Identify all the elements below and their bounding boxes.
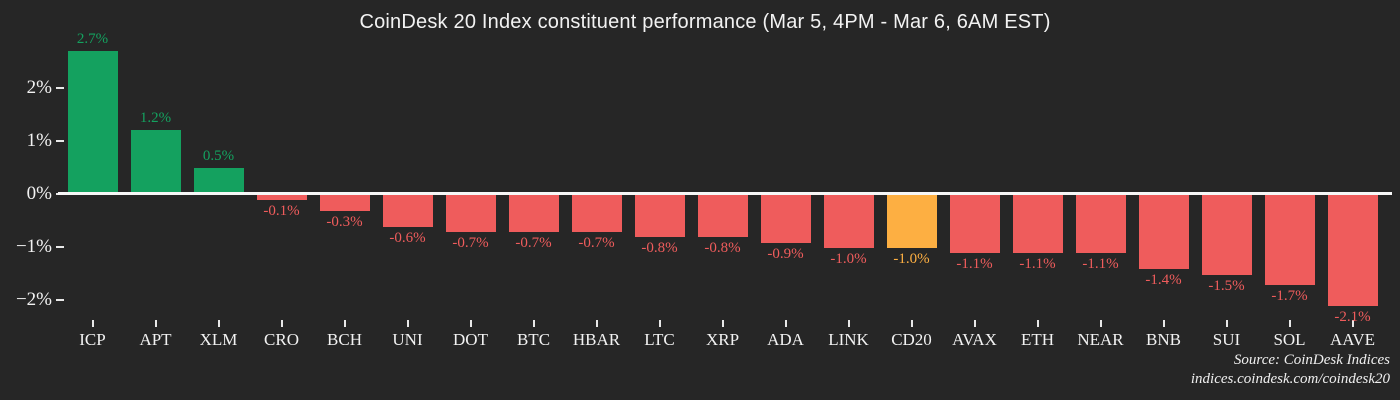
x-axis-label-XRP: XRP (705, 330, 740, 349)
bar-value-label-NEAR: -1.1% (1082, 256, 1119, 273)
x-tick-mark (469, 320, 472, 327)
y-tick-label: 1% (26, 130, 52, 151)
y-tick-mark (56, 246, 64, 248)
x-tick-mark (217, 320, 220, 327)
x-axis-label-SUI: SUI (1212, 330, 1241, 349)
x-tick-mark (595, 320, 598, 327)
y-tick-mark (56, 87, 64, 89)
x-axis-label-LTC: LTC (644, 330, 675, 349)
source-attribution: Source: CoinDesk Indices indices.coindes… (1191, 351, 1390, 389)
bar-value-label-XLM: 0.5% (202, 147, 235, 164)
bar-NEAR (1075, 195, 1126, 254)
bar-value-label-AAVE: -2.1% (1334, 309, 1371, 326)
bar-value-label-HBAR: -0.7% (578, 235, 615, 252)
source-text: Source: CoinDesk Indices (1233, 352, 1390, 368)
bar-LTC (634, 195, 685, 238)
x-tick-mark (532, 320, 535, 327)
x-tick-mark (910, 320, 913, 327)
bar-value-label-SUI: -1.5% (1208, 277, 1245, 294)
bar-CRO (256, 195, 307, 201)
bar-value-label-CRO: -0.1% (263, 203, 300, 220)
x-axis-label-HBAR: HBAR (572, 330, 621, 349)
bar-value-label-AVAX: -1.1% (956, 256, 993, 273)
x-tick-mark (154, 320, 157, 327)
bar-XLM (193, 167, 244, 194)
x-axis-label-AVAX: AVAX (952, 330, 997, 349)
x-axis-label-ADA: ADA (767, 330, 804, 349)
x-tick-mark (1225, 320, 1228, 327)
x-tick-mark (658, 320, 661, 327)
bar-APT (130, 130, 181, 194)
x-axis-label-APT: APT (139, 330, 172, 349)
x-axis-label-ETH: ETH (1020, 330, 1055, 349)
bar-value-label-UNI: -0.6% (389, 229, 426, 246)
bar-ICP (67, 50, 118, 194)
x-tick-mark (280, 320, 283, 327)
x-tick-mark (1099, 320, 1102, 327)
bar-SOL (1264, 195, 1315, 286)
y-tick-label: −1% (15, 236, 52, 257)
x-tick-mark (847, 320, 850, 327)
x-axis-label-SOL: SOL (1273, 330, 1306, 349)
x-axis-label-DOT: DOT (453, 330, 488, 349)
x-axis-label-AAVE: AAVE (1329, 330, 1376, 349)
bar-value-label-LINK: -1.0% (830, 251, 867, 267)
x-axis-label-BTC: BTC (516, 330, 551, 349)
bar-LINK (823, 195, 874, 248)
x-tick-mark (1351, 320, 1354, 327)
zero-axis-line (58, 192, 1392, 195)
bar-BCH (319, 195, 370, 211)
bar-SUI (1201, 195, 1252, 275)
bar-value-label-LTC: -0.8% (641, 240, 678, 257)
bar-value-label-BNB: -1.4% (1145, 272, 1182, 289)
x-axis-label-BCH: BCH (327, 330, 362, 349)
bar-AAVE (1327, 195, 1378, 307)
bar-UNI (382, 195, 433, 227)
bar-value-label-BCH: -0.3% (326, 213, 363, 230)
x-axis-label-ICP: ICP (79, 330, 106, 349)
y-tick-mark (56, 140, 64, 142)
x-tick-mark (721, 320, 724, 327)
bar-value-label-XRP: -0.8% (704, 240, 741, 257)
bar-value-label-SOL: -1.7% (1271, 288, 1308, 305)
bar-CD20 (886, 195, 937, 248)
x-tick-mark (343, 320, 346, 327)
x-tick-mark (1162, 320, 1165, 327)
x-axis-label-CD20: CD20 (891, 330, 932, 349)
bar-value-label-CD20: -1.0% (893, 251, 930, 267)
bar-HBAR (571, 195, 622, 233)
x-tick-mark (406, 320, 409, 327)
x-axis-label-BNB: BNB (1146, 330, 1181, 349)
bar-AVAX (949, 195, 1000, 254)
bar-value-label-ADA: -0.9% (767, 245, 804, 262)
bar-value-label-DOT: -0.7% (452, 235, 489, 252)
x-axis-label-UNI: UNI (392, 330, 423, 349)
x-axis-label-XLM: XLM (199, 330, 238, 349)
x-axis-label-LINK: LINK (828, 330, 869, 349)
y-tick-label: −2% (15, 289, 52, 310)
x-axis-label-CRO: CRO (264, 330, 299, 349)
bar-DOT (445, 195, 496, 233)
bar-value-label-BTC: -0.7% (515, 235, 552, 252)
x-tick-mark (1036, 320, 1039, 327)
bar-ADA (760, 195, 811, 243)
bar-value-label-ETH: -1.1% (1019, 256, 1056, 273)
x-axis-label-NEAR: NEAR (1077, 330, 1124, 349)
source-url: indices.coindesk.com/coindesk20 (1190, 371, 1390, 387)
bar-XRP (697, 195, 748, 238)
x-tick-mark (91, 320, 94, 327)
x-tick-mark (784, 320, 787, 327)
x-tick-mark (1288, 320, 1291, 327)
y-tick-label: 2% (26, 77, 52, 98)
bar-BTC (508, 195, 559, 233)
y-tick-mark (56, 299, 64, 301)
chart-title: CoinDesk 20 Index constituent performanc… (359, 11, 1051, 33)
x-tick-mark (973, 320, 976, 327)
bar-value-label-ICP: 2.7% (76, 30, 109, 47)
y-tick-label: 0% (26, 183, 52, 204)
bar-value-label-APT: 1.2% (139, 110, 172, 127)
bar-BNB (1138, 195, 1189, 270)
bar-ETH (1012, 195, 1063, 254)
